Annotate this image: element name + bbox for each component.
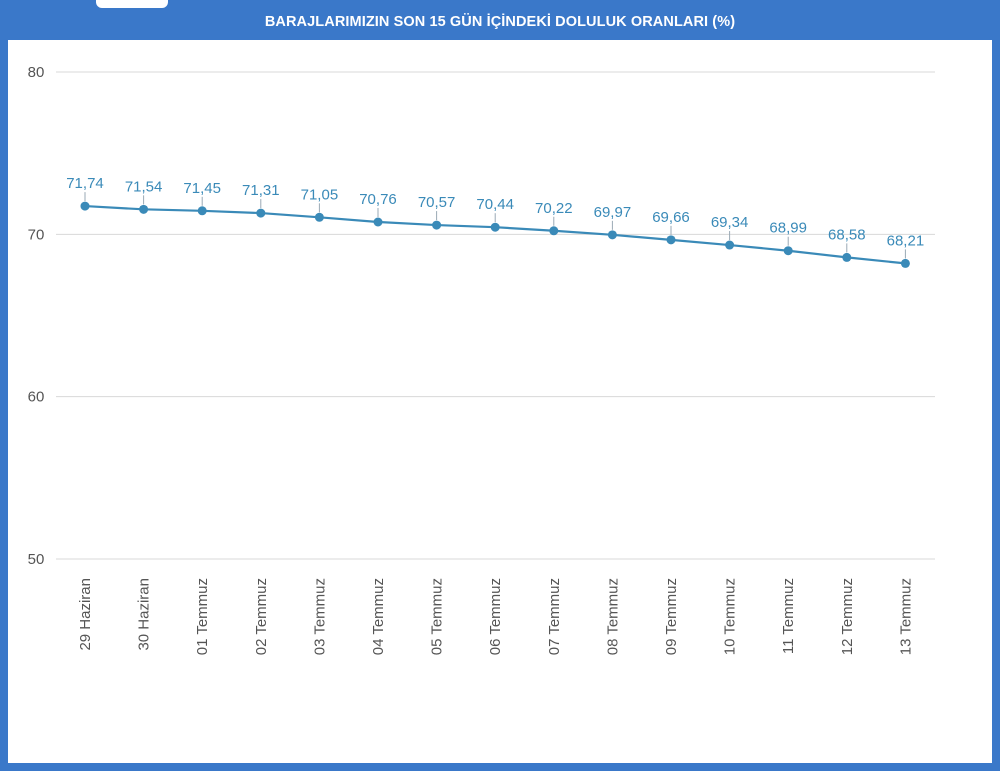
series-line-group <box>80 201 910 268</box>
data-label: 69,34 <box>711 214 749 231</box>
y-tick-label: 70 <box>28 226 45 243</box>
data-point <box>314 212 324 222</box>
x-tick-label: 29 Haziran <box>77 578 94 651</box>
chart-title: BARAJLARIMIZIN SON 15 GÜN İÇİNDEKİ DOLUL… <box>264 14 736 30</box>
y-axis-ticks: 50 60 70 80 <box>28 64 45 568</box>
data-label: 70,76 <box>359 191 397 208</box>
x-tick-label: 07 Temmuz <box>546 578 563 655</box>
data-label: 70,44 <box>476 196 514 213</box>
x-tick-label: 02 Temmuz <box>253 578 270 655</box>
data-point <box>549 226 559 236</box>
data-point <box>139 204 149 214</box>
x-tick-label: 10 Temmuz <box>722 578 739 655</box>
y-tick-label: 50 <box>28 551 45 568</box>
data-point <box>607 230 617 240</box>
y-tick-label: 60 <box>28 389 45 406</box>
data-label: 71,54 <box>125 178 163 195</box>
x-tick-label: 08 Temmuz <box>604 578 621 655</box>
data-label: 71,05 <box>301 186 339 203</box>
data-label: 68,21 <box>887 232 925 249</box>
y-tick-label: 80 <box>28 64 45 81</box>
data-label: 69,66 <box>652 209 690 226</box>
data-labels: 71,74 71,54 71,45 71,31 71,05 70,76 70,57 70,44… <box>66 175 925 259</box>
data-point <box>256 208 266 218</box>
x-tick-label: 05 Temmuz <box>429 578 446 655</box>
data-label: 69,97 <box>594 204 632 221</box>
data-point <box>842 252 852 262</box>
x-tick-label: 13 Temmuz <box>897 578 914 655</box>
x-tick-label: 04 Temmuz <box>370 578 387 655</box>
data-point <box>197 206 207 216</box>
x-tick-label: 06 Temmuz <box>487 578 504 655</box>
x-tick-label: 30 Haziran <box>136 578 153 651</box>
x-tick-label: 11 Temmuz <box>780 578 797 654</box>
data-label: 68,99 <box>769 220 807 237</box>
data-label: 71,74 <box>66 175 104 192</box>
x-tick-label: 12 Temmuz <box>839 578 856 655</box>
x-tick-label: 09 Temmuz <box>663 578 680 655</box>
grid-lines <box>56 71 935 560</box>
data-label: 68,58 <box>828 226 866 243</box>
data-label: 70,57 <box>418 194 456 211</box>
data-label: 71,31 <box>242 182 280 199</box>
data-label: 71,45 <box>183 180 221 197</box>
chart-header: BARAJLARIMIZIN SON 15 GÜN İÇİNDEKİ DOLUL… <box>0 0 1000 40</box>
header-tab-notch <box>96 0 168 8</box>
data-point <box>490 222 500 232</box>
data-point <box>432 220 442 230</box>
data-point <box>900 258 910 268</box>
data-point <box>80 201 90 211</box>
data-label: 70,22 <box>535 200 573 217</box>
data-point <box>725 240 735 250</box>
x-tick-label: 01 Temmuz <box>194 578 211 655</box>
data-point <box>783 246 793 256</box>
data-point <box>373 217 383 227</box>
data-point <box>666 235 676 245</box>
x-axis-ticks: 29 Haziran 30 Haziran 01 Temmuz 02 Temmuz 03… <box>77 578 914 655</box>
x-tick-label: 03 Temmuz <box>311 578 328 655</box>
